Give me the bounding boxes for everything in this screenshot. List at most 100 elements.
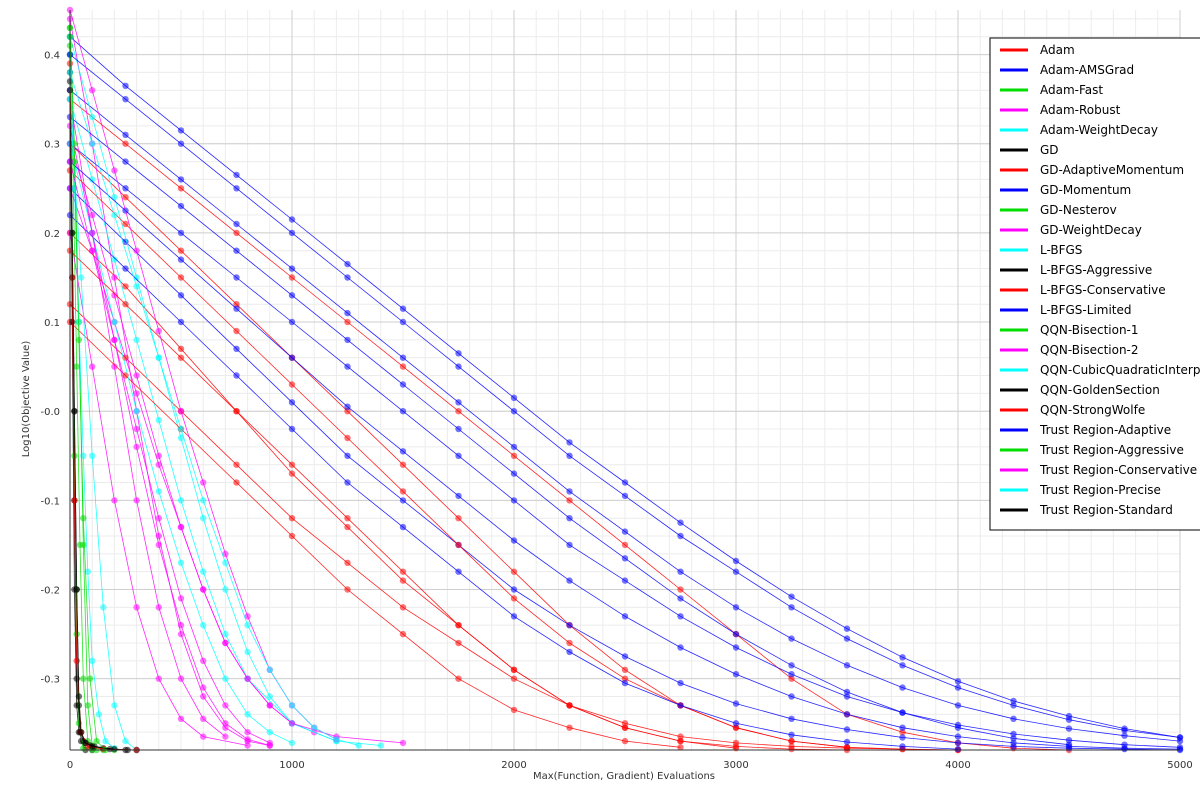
y-tick-label: -0.3 xyxy=(40,675,60,686)
data-point xyxy=(233,345,240,352)
data-point xyxy=(266,702,273,709)
data-point xyxy=(84,702,92,709)
data-point xyxy=(133,497,140,504)
data-point xyxy=(222,630,229,638)
data-point xyxy=(80,675,87,682)
data-point xyxy=(510,470,518,477)
data-point xyxy=(133,604,140,611)
data-point xyxy=(788,693,795,700)
data-point xyxy=(177,247,185,254)
data-point xyxy=(177,185,185,192)
legend-label: Trust Region-Adaptive xyxy=(1039,423,1171,437)
data-point xyxy=(455,425,462,433)
legend-label: GD-Momentum xyxy=(1040,183,1131,197)
data-point xyxy=(75,336,83,344)
data-point xyxy=(233,327,240,335)
data-point xyxy=(621,737,629,745)
data-point xyxy=(899,724,906,731)
legend-label: L-BFGS xyxy=(1040,243,1082,257)
x-tick-label: 4000 xyxy=(945,760,970,771)
data-point xyxy=(77,729,85,736)
data-point xyxy=(344,274,351,281)
x-tick-label: 2000 xyxy=(501,760,526,771)
data-point xyxy=(399,630,407,638)
data-point xyxy=(89,87,96,94)
data-point xyxy=(133,425,140,433)
data-point xyxy=(200,568,207,575)
legend-label: Adam-Robust xyxy=(1040,103,1121,117)
data-point xyxy=(1176,734,1184,741)
data-point xyxy=(111,256,118,263)
legend-label: GD-WeightDecay xyxy=(1040,223,1142,237)
data-point xyxy=(155,416,162,424)
data-point xyxy=(244,675,251,682)
data-point xyxy=(399,577,407,584)
data-point xyxy=(133,283,140,290)
data-point xyxy=(288,515,296,522)
legend-label: QQN-Bisection-2 xyxy=(1040,343,1139,357)
data-point xyxy=(344,523,351,531)
data-point xyxy=(566,622,573,629)
data-point xyxy=(233,408,240,415)
x-tick-label: 1000 xyxy=(279,760,304,771)
y-tick-label: -0.2 xyxy=(40,586,60,597)
data-point xyxy=(954,684,962,691)
data-point xyxy=(1065,725,1073,732)
data-point xyxy=(111,336,118,344)
data-point xyxy=(89,140,96,147)
data-point xyxy=(1065,716,1073,723)
data-point xyxy=(344,309,351,317)
data-point xyxy=(621,724,629,731)
data-point xyxy=(288,532,296,540)
data-point xyxy=(732,724,740,731)
data-point xyxy=(222,639,229,647)
legend-label: Trust Region-Standard xyxy=(1039,503,1173,517)
data-point xyxy=(233,305,240,312)
data-point xyxy=(75,318,83,326)
data-point xyxy=(899,734,906,741)
data-point xyxy=(677,733,684,740)
data-point xyxy=(71,452,78,459)
data-point xyxy=(566,639,573,647)
x-tick-label: 5000 xyxy=(1167,760,1192,771)
data-point xyxy=(106,745,114,753)
data-point xyxy=(288,720,296,727)
data-point xyxy=(122,185,129,192)
data-point xyxy=(200,733,207,740)
data-point xyxy=(111,702,118,709)
series-line xyxy=(69,63,137,751)
data-point xyxy=(122,140,129,147)
legend-label: L-BFGS-Limited xyxy=(1040,303,1132,317)
data-point xyxy=(122,194,129,201)
data-point xyxy=(71,158,78,165)
data-point xyxy=(200,497,207,504)
data-point xyxy=(89,743,96,750)
data-point xyxy=(621,675,629,682)
data-point xyxy=(233,301,240,308)
legend-label: QQN-GoldenSection xyxy=(1040,383,1160,397)
data-point xyxy=(788,635,795,642)
legend: Adam Adam-AMSGrad Adam-Fast Adam-Robust Adam… xyxy=(989,37,1200,531)
data-point xyxy=(93,737,100,745)
data-point xyxy=(954,724,962,731)
data-point xyxy=(732,700,740,707)
data-point xyxy=(621,613,629,620)
data-point xyxy=(288,381,296,388)
data-point xyxy=(233,247,240,254)
data-point xyxy=(233,274,240,281)
data-point xyxy=(843,662,851,669)
data-point xyxy=(89,657,96,664)
data-point xyxy=(69,229,76,237)
data-point xyxy=(89,113,96,121)
data-point xyxy=(288,354,296,361)
data-point xyxy=(566,541,573,549)
data-point xyxy=(399,461,407,468)
data-point xyxy=(122,265,129,272)
data-point xyxy=(566,515,573,522)
data-point xyxy=(621,528,629,535)
data-point xyxy=(244,613,251,620)
data-point xyxy=(843,635,851,642)
data-point xyxy=(177,318,185,326)
